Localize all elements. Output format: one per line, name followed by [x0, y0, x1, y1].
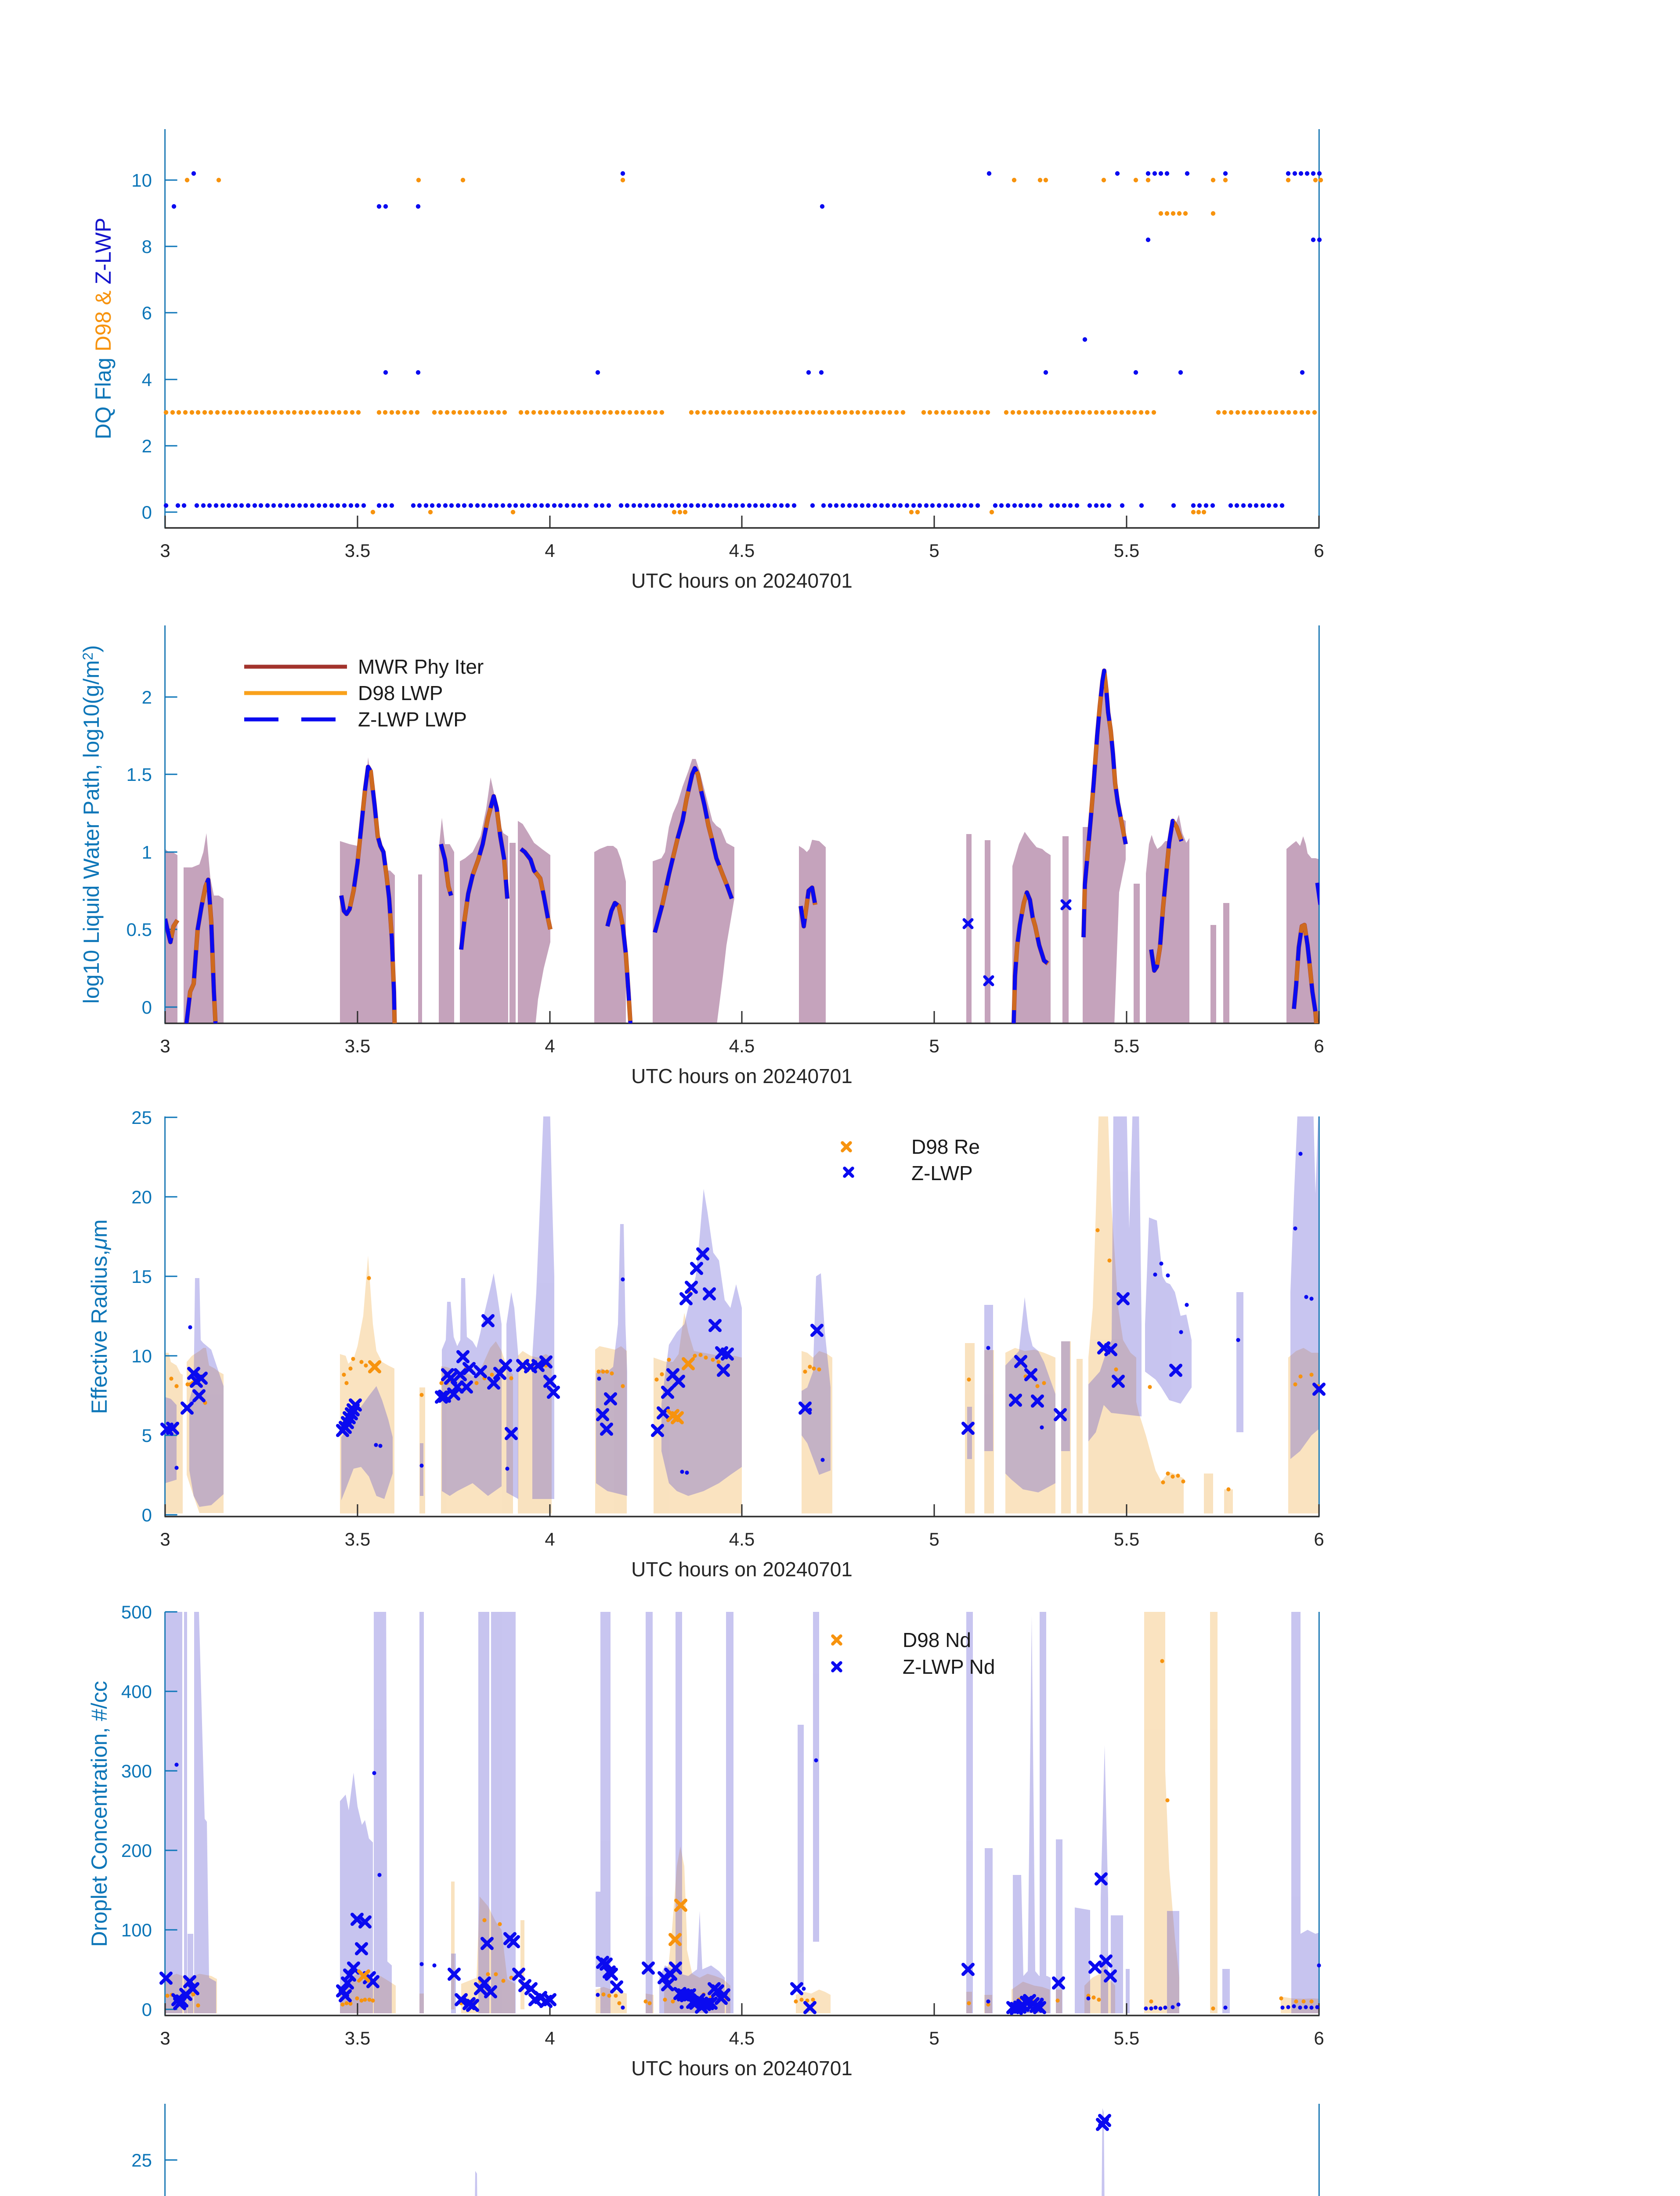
svg-text:300: 300: [121, 1761, 152, 1781]
svg-text:25: 25: [131, 1107, 152, 1128]
svg-text:6: 6: [1314, 1529, 1324, 1549]
svg-text:0.5: 0.5: [126, 919, 152, 940]
svg-text:5: 5: [929, 540, 939, 561]
svg-text:3: 3: [160, 2028, 170, 2048]
svg-text:D98 LWP: D98 LWP: [358, 682, 443, 704]
svg-text:6: 6: [1314, 1036, 1324, 1056]
svg-text:1: 1: [142, 842, 152, 863]
svg-text:5.5: 5.5: [1114, 2028, 1139, 2048]
svg-text:3.5: 3.5: [345, 1529, 370, 1549]
svg-text:D98 Nd: D98 Nd: [903, 1629, 971, 1651]
svg-text:MWR Phy Iter: MWR Phy Iter: [358, 655, 484, 678]
svg-text:3: 3: [160, 540, 170, 561]
svg-text:1.5: 1.5: [126, 764, 152, 785]
svg-text:Effective Radius,μm: Effective Radius,μm: [87, 1219, 112, 1414]
svg-text:3.5: 3.5: [345, 1036, 370, 1056]
svg-text:6: 6: [142, 303, 152, 323]
svg-text:3: 3: [160, 1036, 170, 1056]
svg-text:UTC hours on 20240701: UTC hours on 20240701: [631, 569, 853, 592]
svg-text:2: 2: [142, 436, 152, 456]
svg-text:Droplet Concentration, #/cc: Droplet Concentration, #/cc: [87, 1681, 112, 1947]
svg-text:0: 0: [142, 1505, 152, 1525]
svg-text:Z-LWP: Z-LWP: [911, 1162, 973, 1185]
svg-text:25: 25: [131, 2150, 152, 2171]
svg-text:DQ Flag D98 & Z-LWP: DQ Flag D98 & Z-LWP: [91, 218, 116, 440]
svg-text:3.5: 3.5: [345, 2028, 370, 2048]
svg-text:4.5: 4.5: [729, 540, 755, 561]
svg-text:4: 4: [545, 1036, 555, 1056]
svg-text:UTC hours on 20240701: UTC hours on 20240701: [631, 1065, 853, 1087]
svg-text:5: 5: [929, 2028, 939, 2048]
svg-text:200: 200: [121, 1840, 152, 1861]
svg-text:5.5: 5.5: [1114, 1529, 1139, 1549]
svg-text:15: 15: [131, 1266, 152, 1287]
svg-text:4: 4: [545, 540, 555, 561]
svg-text:Z-LWP LWP: Z-LWP LWP: [358, 708, 467, 731]
svg-text:2: 2: [142, 687, 152, 708]
svg-text:4.5: 4.5: [729, 2028, 755, 2048]
svg-text:Z-LWP Nd: Z-LWP Nd: [903, 1655, 995, 1678]
svg-text:4: 4: [545, 2028, 555, 2048]
svg-text:8: 8: [142, 236, 152, 257]
svg-text:500: 500: [121, 1602, 152, 1622]
svg-text:4: 4: [545, 1529, 555, 1549]
svg-text:5: 5: [929, 1529, 939, 1549]
svg-text:4: 4: [142, 369, 152, 390]
svg-text:6: 6: [1314, 540, 1324, 561]
svg-text:10: 10: [131, 170, 152, 191]
svg-text:100: 100: [121, 1920, 152, 1940]
svg-text:400: 400: [121, 1681, 152, 1702]
svg-text:6: 6: [1314, 2028, 1324, 2048]
svg-text:log10 Liquid Water Path, log10: log10 Liquid Water Path, log10(g/m2): [79, 645, 104, 1004]
svg-text:0: 0: [142, 1999, 152, 2020]
svg-text:UTC hours on 20240701: UTC hours on 20240701: [631, 2057, 853, 2080]
svg-text:5.5: 5.5: [1114, 540, 1139, 561]
svg-text:3: 3: [160, 1529, 170, 1549]
svg-text:0: 0: [142, 997, 152, 1018]
svg-text:4.5: 4.5: [729, 1529, 755, 1549]
svg-text:0: 0: [142, 502, 152, 523]
svg-text:4.5: 4.5: [729, 1036, 755, 1056]
svg-text:20: 20: [131, 1187, 152, 1207]
svg-text:UTC hours on 20240701: UTC hours on 20240701: [631, 1558, 853, 1581]
svg-text:D98 Re: D98 Re: [911, 1135, 980, 1158]
svg-text:5: 5: [142, 1425, 152, 1446]
svg-text:3.5: 3.5: [345, 540, 370, 561]
svg-text:5: 5: [929, 1036, 939, 1056]
svg-text:10: 10: [131, 1346, 152, 1366]
svg-text:5.5: 5.5: [1114, 1036, 1139, 1056]
